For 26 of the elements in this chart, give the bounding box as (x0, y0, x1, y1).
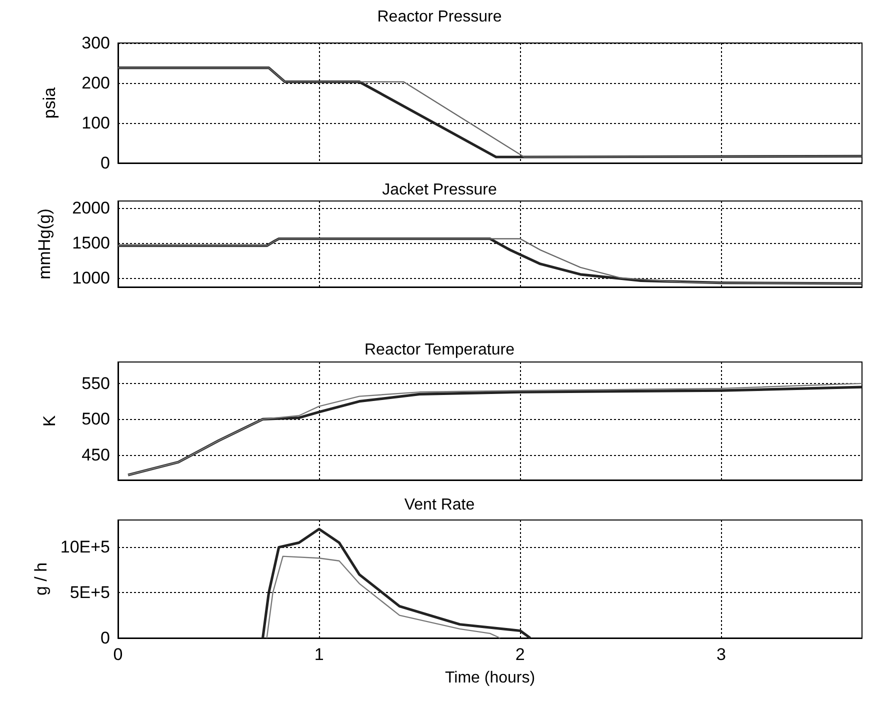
x-tick-label: 1 (314, 645, 324, 664)
y-tick-label: 2000 (72, 198, 110, 218)
y-tick-label: 300 (82, 34, 110, 52)
x-tick-label: 2 (515, 645, 525, 664)
y-tick-label: 100 (82, 114, 110, 132)
y-tick-label: 0 (100, 628, 110, 648)
y-tick-label: 200 (82, 74, 110, 92)
y-tick-label: 550 (82, 374, 110, 393)
chart-title: Reactor Temperature (364, 342, 515, 358)
x-tick-label: 3 (716, 645, 726, 664)
y-axis-title: K (40, 414, 59, 427)
y-tick-label: 500 (82, 410, 110, 429)
y-axis-title: g / h (31, 562, 50, 596)
y-axis-title: psia (40, 86, 59, 119)
chart-title: Reactor Pressure (377, 8, 502, 26)
x-axis-title: Time (hours) (444, 670, 536, 686)
y-axis-title: mmHg(g) (35, 208, 54, 280)
y-tick-label: 1500 (72, 233, 110, 252)
y-tick-label: 5E+5 (70, 583, 110, 602)
y-tick-label: 10E+5 (60, 538, 110, 557)
y-tick-label: 1000 (72, 268, 110, 288)
chart-title: Jacket Pressure (382, 182, 497, 198)
y-tick-label: 0 (100, 154, 110, 172)
y-tick-label: 450 (82, 445, 110, 464)
x-tick-label: 0 (113, 645, 123, 664)
chart-title: Vent Rate (404, 496, 475, 514)
